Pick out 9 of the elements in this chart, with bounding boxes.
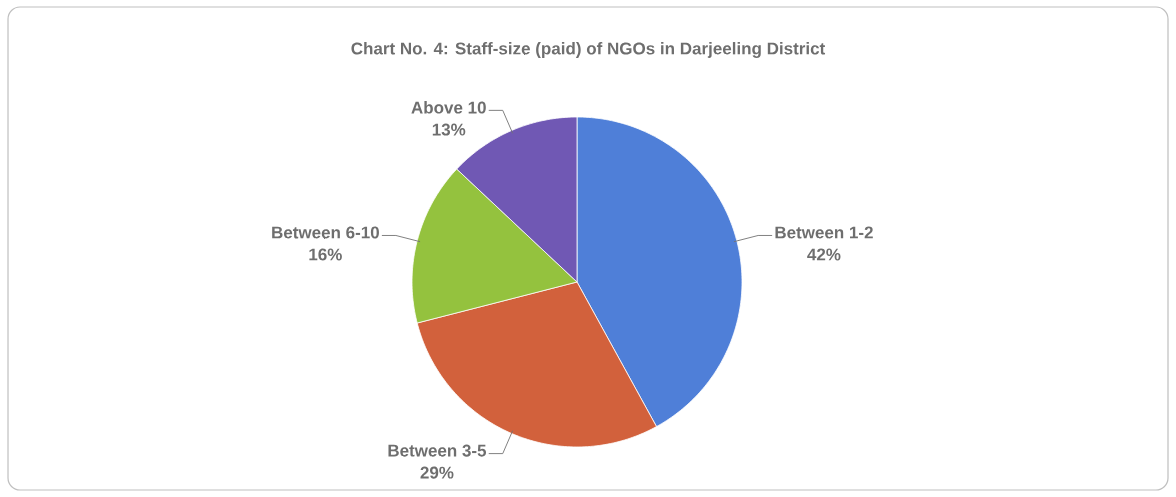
- data-label: 16%: [309, 248, 342, 261]
- slice-label: Between 6-10: [272, 226, 379, 239]
- data-label: 42%: [807, 248, 841, 261]
- data-label: 29%: [420, 466, 454, 479]
- chart-title: Chart No. 4: Staff-size (paid) of NGOs in Darjeeling District: [351, 42, 826, 58]
- slice-label: Above 10: [411, 101, 486, 114]
- slice-label: Between 3-5: [388, 444, 487, 457]
- data-label: 13%: [432, 123, 466, 136]
- slice-label: Between 1-2: [775, 226, 873, 239]
